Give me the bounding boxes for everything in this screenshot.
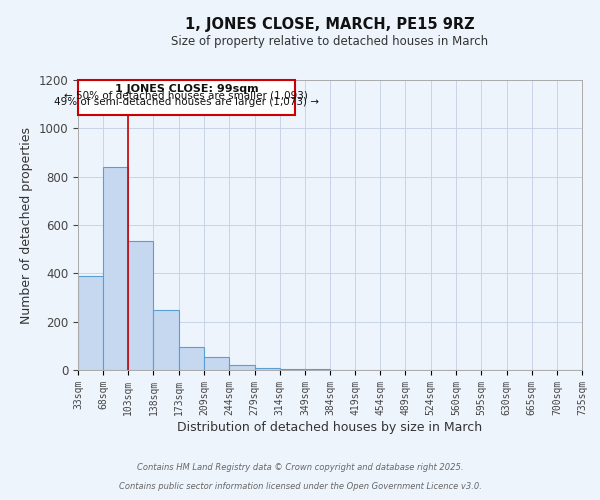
Bar [254, 368, 280, 370]
Bar [305, 369, 330, 370]
Text: Contains public sector information licensed under the Open Government Licence v3: Contains public sector information licen… [119, 482, 481, 491]
Bar [78, 276, 103, 370]
Text: Size of property relative to detached houses in March: Size of property relative to detached ho… [172, 35, 488, 48]
Bar [179, 347, 205, 370]
Text: Contains HM Land Registry data © Crown copyright and database right 2025.: Contains HM Land Registry data © Crown c… [137, 464, 463, 472]
Bar [280, 369, 305, 370]
Text: ← 50% of detached houses are smaller (1,093): ← 50% of detached houses are smaller (1,… [64, 90, 308, 100]
Bar [128, 240, 154, 370]
Text: 49% of semi-detached houses are larger (1,073) →: 49% of semi-detached houses are larger (… [54, 97, 319, 107]
Bar [154, 310, 179, 370]
Text: 1, JONES CLOSE, MARCH, PE15 9RZ: 1, JONES CLOSE, MARCH, PE15 9RZ [185, 18, 475, 32]
Y-axis label: Number of detached properties: Number of detached properties [20, 126, 33, 324]
X-axis label: Distribution of detached houses by size in March: Distribution of detached houses by size … [178, 420, 482, 434]
Bar [205, 358, 229, 370]
Bar [229, 365, 254, 370]
Bar [103, 167, 128, 370]
FancyBboxPatch shape [78, 80, 295, 115]
Text: 1 JONES CLOSE: 99sqm: 1 JONES CLOSE: 99sqm [115, 84, 258, 94]
